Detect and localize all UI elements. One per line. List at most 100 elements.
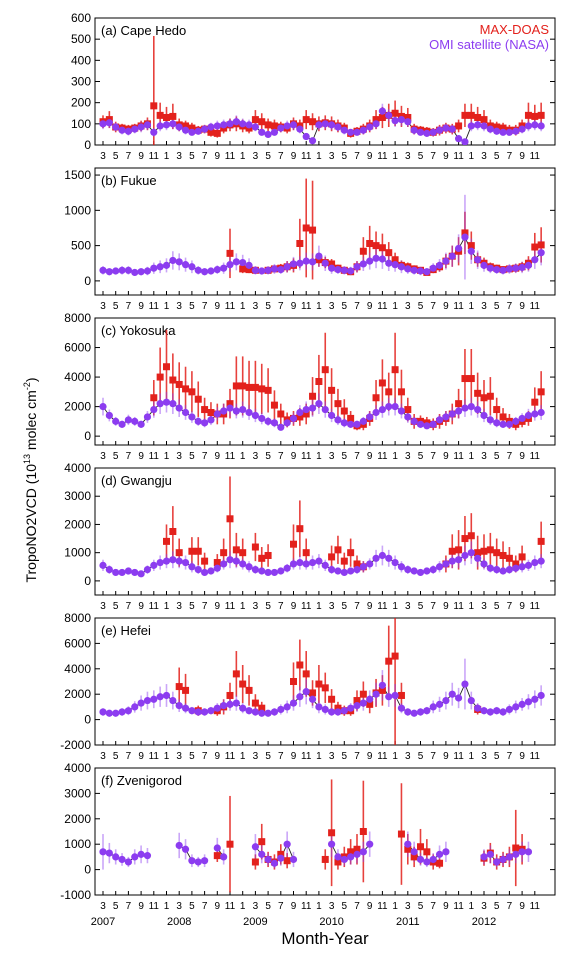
marker-square xyxy=(283,857,291,865)
x-tick-label: 3 xyxy=(481,901,487,912)
marker-circle xyxy=(347,420,355,428)
x-tick-label: 9 xyxy=(215,151,221,162)
marker-square xyxy=(201,557,209,565)
marker-circle xyxy=(112,267,120,275)
marker-circle xyxy=(385,403,393,411)
x-tick-label: 11 xyxy=(453,451,464,462)
marker-circle xyxy=(220,121,228,129)
marker-circle xyxy=(207,416,215,424)
marker-circle xyxy=(315,400,323,408)
marker-square xyxy=(296,239,304,247)
marker-circle xyxy=(258,850,266,858)
marker-circle xyxy=(118,568,126,577)
marker-circle xyxy=(321,705,329,714)
x-tick-label: 1 xyxy=(392,901,398,912)
marker-circle xyxy=(347,853,355,861)
x-tick-label: 5 xyxy=(265,751,271,762)
marker-square xyxy=(455,122,463,130)
x-tick-label: 9 xyxy=(519,301,525,312)
marker-circle xyxy=(308,258,317,266)
x-tick-label: 7 xyxy=(126,601,132,612)
marker-square xyxy=(372,242,380,250)
marker-square xyxy=(372,116,380,124)
x-tick-label: 11 xyxy=(530,451,541,462)
x-tick-label: 5 xyxy=(342,151,348,162)
marker-circle xyxy=(321,405,329,414)
x-tick-label: 3 xyxy=(481,751,487,762)
marker-circle xyxy=(531,410,539,418)
x-tick-label: 5 xyxy=(265,151,271,162)
x-tick-label: 7 xyxy=(507,451,513,462)
marker-circle xyxy=(455,694,463,702)
marker-circle xyxy=(245,121,253,129)
marker-circle xyxy=(124,858,132,866)
panel-title: (d) Gwangju xyxy=(101,473,172,488)
marker-square xyxy=(531,398,539,406)
x-tick-label: 5 xyxy=(265,451,271,462)
x-tick-label: 5 xyxy=(494,601,500,612)
x-tick-label: 7 xyxy=(507,301,513,312)
marker-square xyxy=(499,551,507,559)
x-tick-label: 7 xyxy=(354,751,360,762)
x-tick-label: 3 xyxy=(253,451,259,462)
series-line xyxy=(102,843,529,864)
x-tick-label: 3 xyxy=(176,751,182,762)
marker-circle xyxy=(175,404,183,412)
y-tick-label: 6000 xyxy=(64,341,91,355)
marker-circle xyxy=(162,691,171,700)
marker-circle xyxy=(131,853,139,861)
marker-circle xyxy=(188,707,196,715)
marker-circle xyxy=(296,259,304,267)
marker-circle xyxy=(150,128,158,136)
marker-circle xyxy=(150,405,158,414)
marker-square xyxy=(366,239,374,247)
marker-circle xyxy=(499,708,507,716)
marker-square xyxy=(194,395,202,403)
marker-square xyxy=(480,116,488,124)
marker-circle xyxy=(181,408,190,417)
x-tick-label: 11 xyxy=(530,601,541,612)
x-tick-label: 9 xyxy=(443,451,449,462)
marker-square xyxy=(226,840,234,848)
marker-circle xyxy=(308,137,317,145)
marker-circle xyxy=(124,567,132,575)
x-tick-label: 5 xyxy=(494,901,500,912)
marker-square xyxy=(309,118,317,126)
plot-area xyxy=(99,178,545,280)
marker-circle xyxy=(251,123,259,131)
marker-square xyxy=(474,389,482,397)
marker-square xyxy=(347,414,355,422)
x-tick-label: 9 xyxy=(443,751,449,762)
x-tick-label: 7 xyxy=(430,301,436,312)
x-tick-label: 5 xyxy=(189,601,195,612)
marker-circle xyxy=(505,566,513,574)
marker-circle xyxy=(340,707,348,715)
marker-circle xyxy=(537,691,545,700)
marker-circle xyxy=(467,403,475,411)
marker-square xyxy=(493,406,501,414)
marker-circle xyxy=(410,266,418,274)
x-tick-label: 7 xyxy=(507,751,513,762)
marker-circle xyxy=(416,708,425,716)
x-tick-label: 7 xyxy=(354,151,360,162)
marker-square xyxy=(378,113,386,121)
marker-circle xyxy=(455,556,463,564)
marker-square xyxy=(321,366,329,374)
y-tick-label: 0 xyxy=(84,274,91,288)
marker-circle xyxy=(378,107,386,115)
x-tick-label: 11 xyxy=(149,751,160,762)
marker-circle xyxy=(486,564,494,572)
marker-circle xyxy=(264,266,272,274)
x-tick-label: 11 xyxy=(149,901,160,912)
x-tick-label: 5 xyxy=(342,301,348,312)
marker-circle xyxy=(416,128,425,136)
marker-square xyxy=(366,700,374,708)
x-tick-label: 11 xyxy=(225,901,236,912)
x-tick-label: 9 xyxy=(519,751,525,762)
marker-square xyxy=(461,535,469,543)
marker-circle xyxy=(455,407,463,415)
marker-circle xyxy=(296,558,304,567)
x-tick-label: 7 xyxy=(278,601,284,612)
marker-circle xyxy=(423,858,431,866)
